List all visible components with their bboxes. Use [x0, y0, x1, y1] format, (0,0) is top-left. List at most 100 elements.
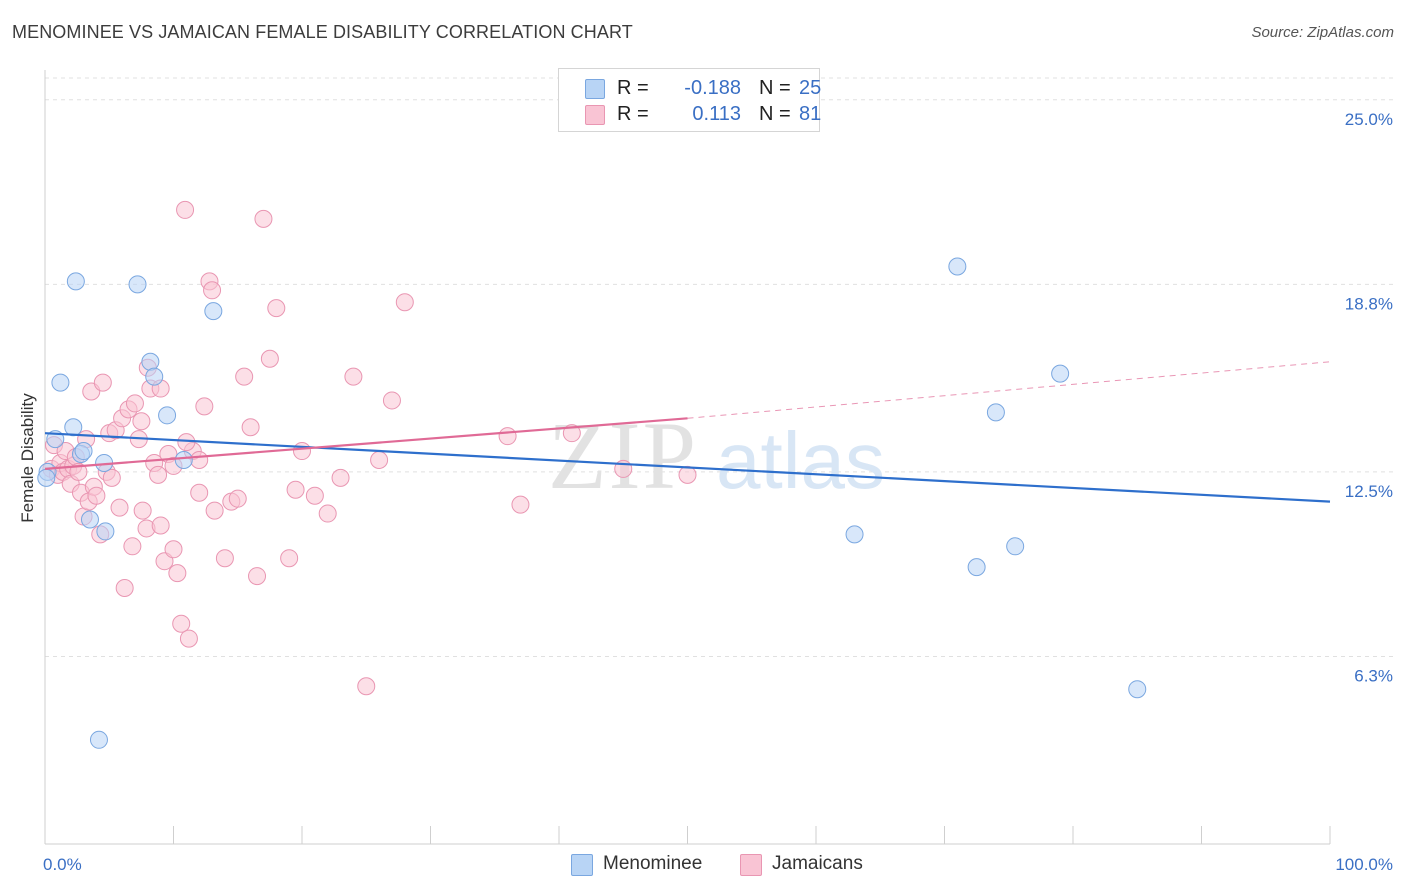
x-tick-label-end: 100.0% — [1335, 855, 1393, 874]
menominee-point — [158, 406, 177, 425]
menominee-legend-label: Menominee — [603, 853, 703, 874]
jamaicans-point — [190, 450, 209, 469]
jamaicans-point — [133, 501, 152, 520]
jamaicans-point — [370, 450, 389, 469]
jamaicans-point — [190, 483, 209, 502]
jamaicans-point — [241, 418, 260, 437]
menominee-point — [174, 450, 193, 469]
jamaicans-point — [267, 299, 286, 318]
jamaicans-point — [215, 549, 234, 568]
y-tick-label: 6.3% — [1354, 666, 1393, 685]
menominee-point — [74, 442, 93, 461]
watermark-atlas: atlas — [716, 416, 885, 505]
jamaicans-point — [132, 412, 151, 431]
jamaicans-legend-swatch — [740, 854, 762, 876]
jamaicans-point — [203, 281, 222, 300]
y-tick-label: 12.5% — [1345, 482, 1393, 501]
x-tick-label-start: 0.0% — [43, 855, 82, 874]
jamaicans-point — [254, 209, 273, 228]
n-value: 25 — [799, 77, 822, 99]
jamaicans-point — [382, 391, 401, 410]
menominee-point — [1006, 537, 1025, 556]
menominee-point — [66, 272, 85, 291]
menominee-point — [967, 558, 986, 577]
n-value: 81 — [799, 103, 822, 125]
axes — [44, 70, 1331, 845]
jamaicans-point — [164, 540, 183, 559]
menominee-swatch — [585, 79, 605, 99]
jamaicans-point — [318, 504, 337, 523]
jamaicans-point — [305, 486, 324, 505]
jamaicans-point — [176, 200, 195, 219]
jamaicans-point — [172, 614, 191, 633]
n-label: N = — [759, 77, 791, 99]
jamaicans-point — [286, 480, 305, 499]
jamaicans-point — [123, 537, 142, 556]
jamaicans-point — [293, 442, 311, 461]
jamaicans-point — [168, 564, 187, 583]
menominee-point — [51, 373, 70, 392]
jamaicans-point — [511, 495, 530, 514]
watermark: ZIP atlas — [548, 402, 885, 509]
source-label: Source: ZipAtlas.com — [1251, 24, 1394, 41]
jamaicans-trend-extension — [687, 361, 1331, 419]
jamaicans-point — [498, 427, 517, 446]
jamaicans-legend-label: Jamaicans — [772, 853, 863, 874]
jamaicans-point — [93, 373, 112, 392]
menominee-point — [37, 468, 56, 487]
jamaicans-point — [344, 367, 363, 386]
jamaicans-point — [331, 468, 350, 487]
jamaicans-point — [678, 465, 697, 484]
menominee-point — [89, 730, 108, 749]
menominee-points — [37, 257, 1147, 749]
y-tick-label: 18.8% — [1345, 294, 1393, 313]
jamaicans-point — [149, 465, 168, 484]
menominee-point — [64, 418, 83, 437]
jamaicans-point — [205, 501, 224, 520]
menominee-point — [145, 367, 164, 386]
jamaicans-trend-line — [44, 417, 688, 471]
menominee-point — [1051, 364, 1070, 383]
y-tick-label: 25.0% — [1345, 110, 1393, 129]
jamaicans-point — [248, 567, 267, 586]
y-axis-label: Female Disability — [18, 393, 37, 523]
jamaicans-point — [562, 424, 581, 443]
menominee-point — [80, 510, 99, 529]
stats-legend: R = -0.188 N = 25 R = 0.113 N = 81 — [558, 68, 822, 132]
jamaicans-point — [151, 516, 170, 535]
jamaicans-point — [395, 293, 414, 312]
menominee-legend-swatch — [571, 854, 593, 876]
jamaicans-point — [228, 489, 247, 508]
jamaicans-point — [102, 468, 121, 487]
menominee-point — [204, 302, 223, 321]
r-value: -0.188 — [684, 77, 741, 99]
jamaicans-point — [125, 394, 144, 413]
trend-lines — [44, 361, 1331, 503]
jamaicans-point — [110, 498, 129, 517]
jamaicans-point — [260, 349, 279, 368]
menominee-point — [948, 257, 967, 276]
watermark-zip: ZIP — [548, 402, 698, 509]
jamaicans-point — [357, 677, 376, 696]
menominee-point — [986, 403, 1005, 422]
jamaicans-point — [87, 486, 106, 505]
menominee-trend-line — [44, 432, 1331, 503]
jamaicans-point — [155, 552, 174, 571]
jamaicans-point — [280, 549, 299, 568]
menominee-point — [1128, 680, 1147, 699]
menominee-point — [141, 352, 160, 371]
r-label: R = — [617, 77, 649, 99]
jamaicans-point — [179, 629, 198, 648]
grid-lines — [45, 77, 1394, 657]
tick-labels: 25.0% 18.8% 12.5% 6.3% 0.0% 100.0% — [43, 110, 1393, 874]
series-legend: Menominee Jamaicans — [0, 852, 1406, 878]
n-label: N = — [759, 103, 791, 125]
menominee-point — [128, 275, 147, 294]
jamaicans-point — [195, 397, 214, 416]
menominee-point — [96, 522, 115, 541]
jamaicans-point — [115, 578, 134, 597]
jamaicans-point — [235, 367, 254, 386]
chart-title: MENOMINEE VS JAMAICAN FEMALE DISABILITY … — [12, 22, 633, 42]
jamaicans-swatch — [585, 105, 605, 125]
